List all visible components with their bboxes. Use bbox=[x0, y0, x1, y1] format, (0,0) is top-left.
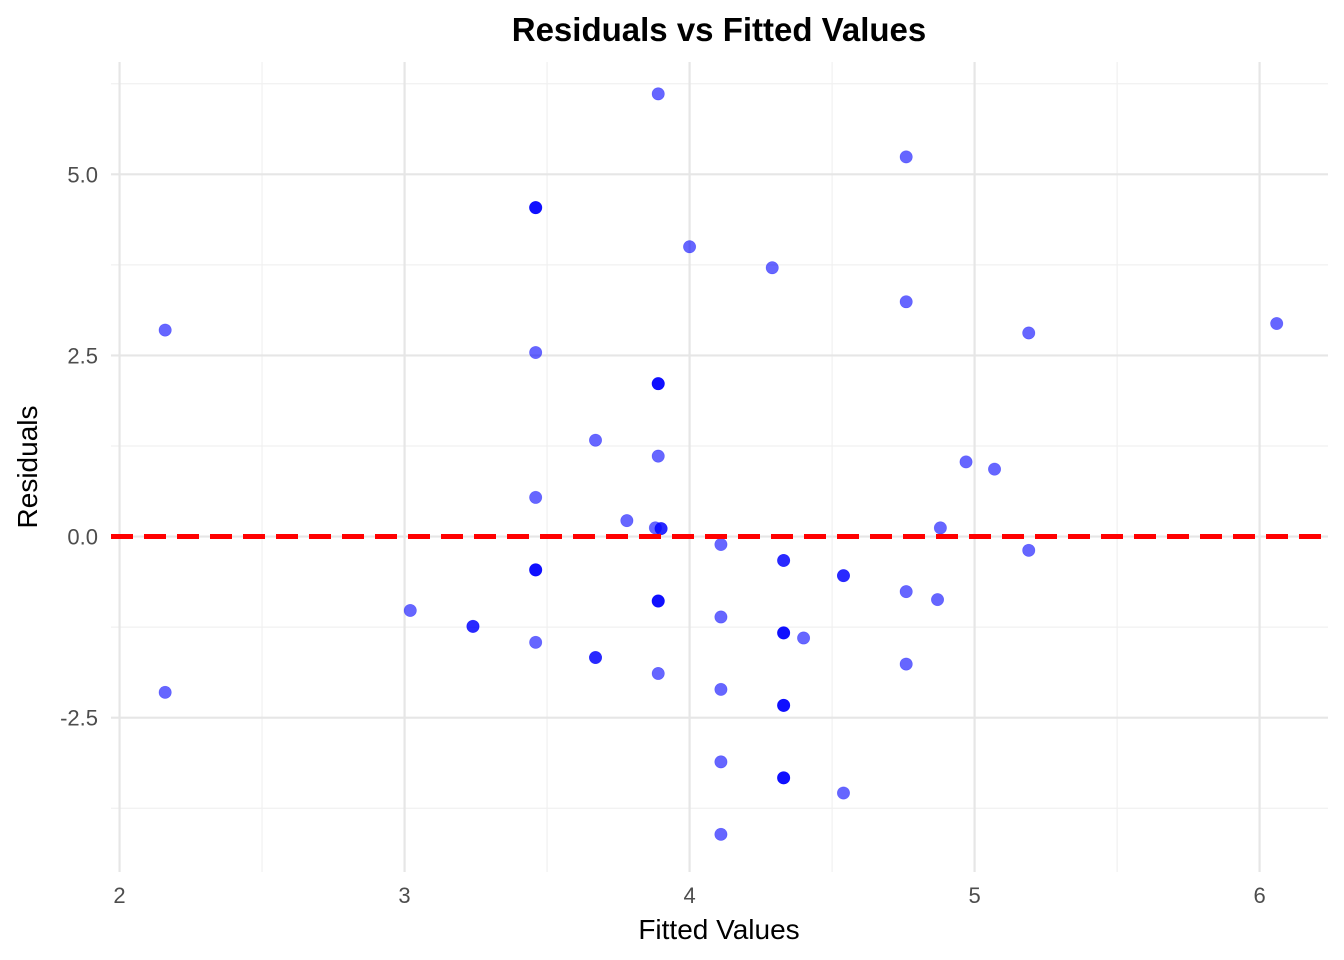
data-point bbox=[654, 522, 668, 536]
data-point bbox=[797, 631, 811, 645]
data-point bbox=[1022, 326, 1036, 340]
data-point bbox=[403, 603, 417, 617]
data-point bbox=[899, 150, 913, 164]
data-point bbox=[899, 657, 913, 671]
data-point bbox=[158, 323, 172, 337]
data-point bbox=[714, 755, 728, 769]
data-point bbox=[777, 626, 791, 640]
data-point bbox=[683, 240, 697, 254]
y-tick-label: 2.5 bbox=[67, 343, 98, 368]
minor-grid bbox=[111, 62, 1328, 872]
x-tick-label: 5 bbox=[968, 883, 980, 908]
x-axis-ticks: 2 3 4 5 6 bbox=[113, 883, 1265, 908]
data-point bbox=[589, 651, 603, 665]
major-grid bbox=[111, 62, 1328, 872]
x-tick-label: 2 bbox=[113, 883, 125, 908]
data-point bbox=[931, 593, 945, 607]
data-point bbox=[529, 563, 543, 577]
x-tick-label: 6 bbox=[1253, 883, 1265, 908]
data-point bbox=[589, 433, 603, 447]
data-point bbox=[1022, 543, 1036, 557]
data-point bbox=[651, 594, 665, 608]
data-point bbox=[620, 514, 634, 528]
data-point bbox=[714, 610, 728, 624]
data-point bbox=[714, 538, 728, 552]
data-point bbox=[777, 771, 791, 785]
data-point bbox=[529, 490, 543, 504]
data-point bbox=[529, 346, 543, 360]
data-point bbox=[933, 521, 947, 535]
data-point bbox=[529, 635, 543, 649]
chart-title: Residuals vs Fitted Values bbox=[512, 11, 927, 48]
data-point bbox=[836, 569, 850, 583]
x-tick-label: 3 bbox=[398, 883, 410, 908]
data-point bbox=[651, 666, 665, 680]
data-point bbox=[777, 553, 791, 567]
y-tick-label: 0.0 bbox=[67, 525, 98, 550]
data-point bbox=[466, 619, 480, 633]
data-point bbox=[1270, 317, 1284, 331]
data-point bbox=[959, 455, 973, 469]
y-axis-ticks: -2.5 0.0 2.5 5.0 bbox=[60, 162, 98, 730]
x-tick-label: 4 bbox=[683, 883, 695, 908]
data-point bbox=[158, 685, 172, 699]
data-point bbox=[651, 87, 665, 101]
data-point bbox=[765, 261, 779, 275]
data-point bbox=[714, 682, 728, 696]
data-point bbox=[899, 295, 913, 309]
data-point bbox=[777, 698, 791, 712]
data-point bbox=[651, 449, 665, 463]
data-point bbox=[651, 377, 665, 391]
data-point bbox=[988, 462, 1002, 476]
data-point bbox=[899, 585, 913, 599]
data-point bbox=[836, 786, 850, 800]
data-point bbox=[714, 827, 728, 841]
data-points bbox=[158, 87, 1284, 841]
y-tick-label: 5.0 bbox=[67, 162, 98, 187]
x-axis-label: Fitted Values bbox=[638, 914, 799, 945]
data-point bbox=[529, 201, 543, 215]
y-tick-label: -2.5 bbox=[60, 706, 98, 731]
y-axis-label: Residuals bbox=[12, 406, 43, 529]
